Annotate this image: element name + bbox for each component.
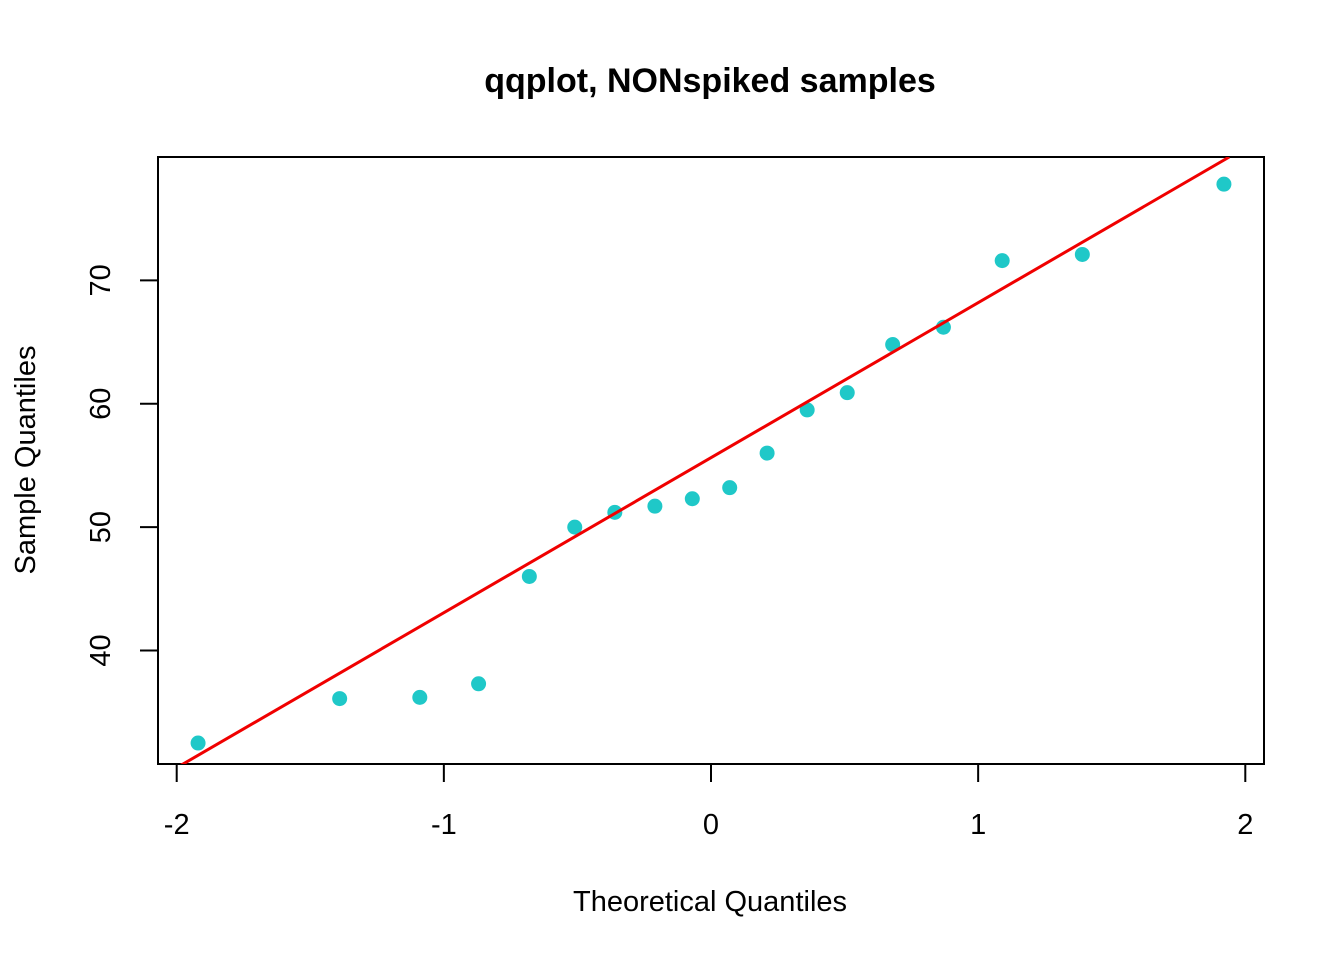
y-axis-label: Sample Quantiles [10,346,42,575]
data-point [799,402,815,418]
data-point [759,445,775,461]
x-tick-label: -2 [164,809,190,841]
chart-title: qqplot, NONspiked samples [484,62,936,100]
y-tick-label: 50 [85,511,117,543]
y-axis: 40 50 60 70 [85,264,159,667]
data-point [885,337,901,353]
data-point [1216,176,1232,192]
x-tick-label: 1 [970,809,986,841]
qq-reference-line [180,157,1231,764]
data-point [521,568,537,584]
data-point [567,519,583,535]
data-point [471,676,487,692]
x-tick-label: 2 [1237,809,1253,841]
data-point [839,385,855,401]
x-axis: -2 -1 0 1 2 [164,763,1253,841]
x-tick-label: 0 [703,809,719,841]
data-point [412,689,428,705]
data-point [684,491,700,507]
y-tick-label: 40 [85,634,117,666]
data-point [1074,246,1090,262]
x-tick-label: -1 [431,809,457,841]
y-tick-label: 70 [85,264,117,296]
y-tick-label: 60 [85,388,117,420]
data-point [994,253,1010,269]
data-point [647,498,663,514]
data-point [332,691,348,707]
plot-frame [157,156,1265,765]
plot-content [180,157,1232,764]
data-point [190,735,206,751]
x-axis-label: Theoretical Quantiles [573,886,847,918]
data-point [722,480,738,496]
